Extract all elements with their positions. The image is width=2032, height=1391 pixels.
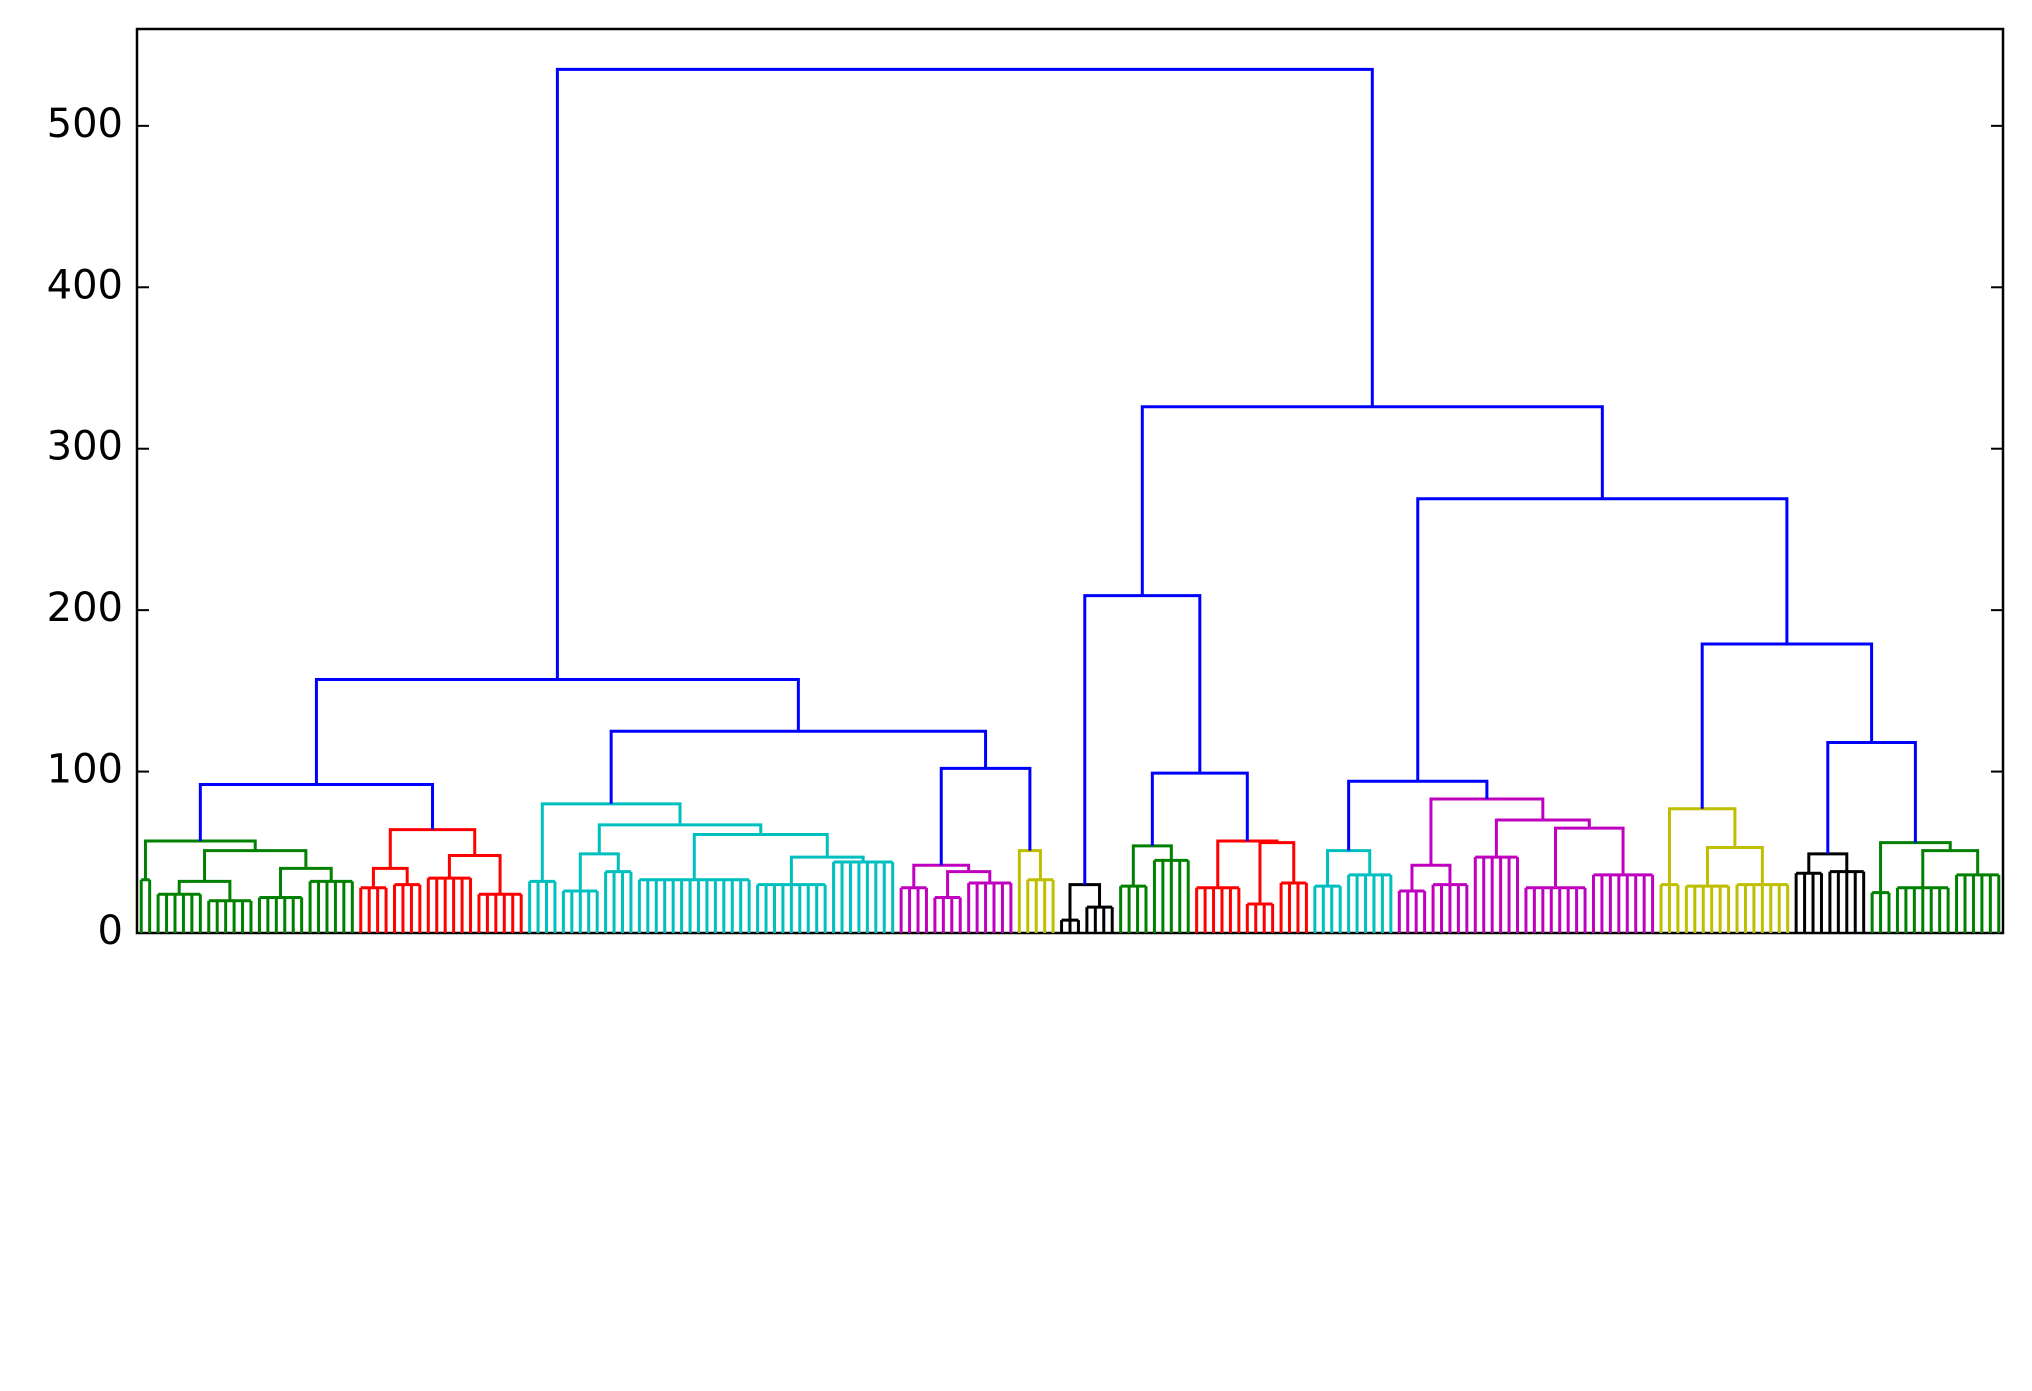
y-tick-label: 300 [47,424,123,470]
link [1700,642,1874,809]
link [1410,863,1452,892]
link [1416,497,1789,782]
leaf-group [1152,858,1190,933]
link [1554,826,1625,888]
leaf-group [359,886,388,933]
leaf-group [899,886,928,933]
leaf-group [1828,870,1866,933]
leaf-group [1870,891,1891,933]
leaf-group [139,878,152,933]
link [692,833,829,880]
leaf-group [1313,884,1342,933]
leaf-group [1347,873,1393,933]
link [371,866,409,888]
link [609,729,988,804]
link [555,67,1374,680]
link [1131,844,1173,887]
leaf-group [1895,886,1950,933]
leaf-group [832,860,895,933]
link [1347,779,1489,851]
link [388,828,477,869]
link [1140,405,1604,596]
link [279,866,333,898]
y-tick-label: 400 [47,262,123,308]
leaf-group [1026,878,1055,933]
link [1083,594,1202,885]
y-tick-label: 200 [47,585,123,631]
y-tick-label: 100 [47,747,123,793]
leaf-group [637,878,751,933]
leaf-group [257,895,304,933]
leaf-group [426,876,473,933]
link [789,855,865,885]
leaf-group [1060,918,1080,933]
leaf-group [1659,883,1680,933]
link [939,766,1032,866]
leaf-group [561,889,599,933]
leaf-group [477,892,523,933]
link [540,802,682,882]
leaf-group [1591,873,1655,933]
link [203,849,308,882]
link [1705,845,1764,887]
link [912,863,971,888]
leaf-group [967,881,1013,933]
leaf-group [1279,881,1308,933]
link [1826,741,1917,854]
leaf-group [1684,884,1731,933]
link [447,854,502,895]
leaf-group [207,899,253,933]
leaf-group [604,870,633,933]
leaf-group [1431,883,1469,933]
link [198,782,435,841]
leaf-group [308,879,354,933]
link [597,823,763,854]
leaf-group [393,883,422,933]
leaf-group [1473,855,1519,933]
leaf-group [1794,871,1823,933]
leaf-group [1085,905,1114,933]
link [1429,797,1545,866]
plot-frame [135,27,2005,935]
link [1216,839,1279,888]
leaf-group [756,883,827,933]
leaf-group [1245,902,1275,933]
y-tick-label: 0 [98,908,123,954]
link [1150,771,1249,846]
leaf-group [528,879,557,933]
y-tick-label: 500 [47,101,123,147]
link [143,839,257,880]
link [1921,849,1980,888]
link [177,879,232,901]
leaf-group [1397,889,1427,933]
leaf-group [1955,873,2001,933]
link [1494,818,1591,858]
leaf-group [933,895,962,933]
leaf-group [1195,886,1241,933]
leaf-group [156,892,202,933]
leaf-group [1524,886,1587,933]
leaf-group [1735,883,1790,933]
leaf-group [1119,884,1148,933]
